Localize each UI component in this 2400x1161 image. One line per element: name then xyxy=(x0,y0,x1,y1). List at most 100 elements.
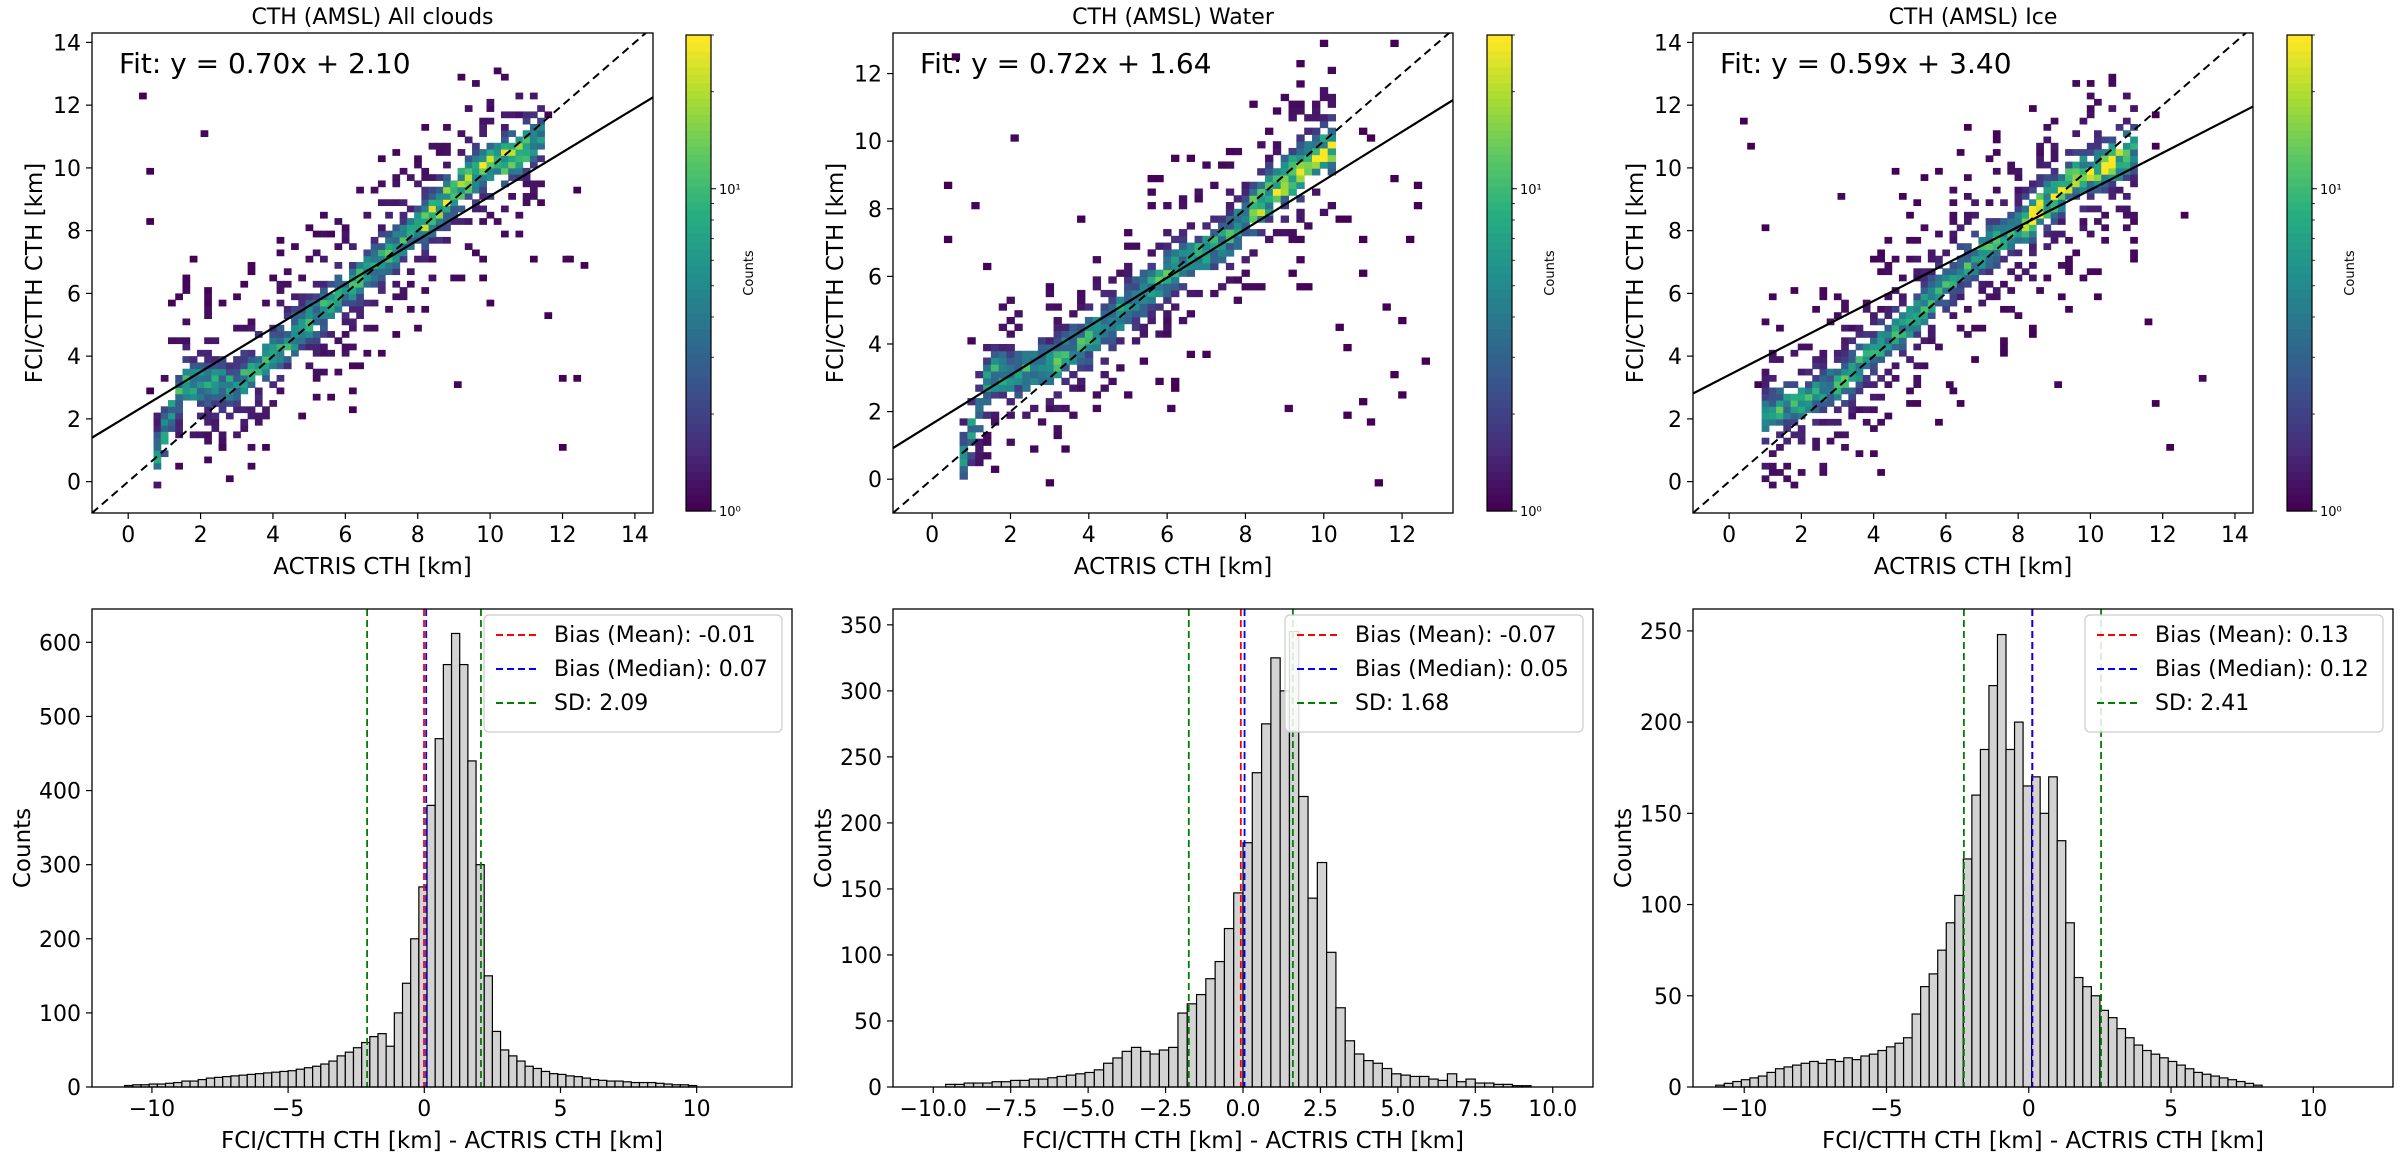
heatmap-cell xyxy=(1022,364,1031,372)
histogram-bar xyxy=(2082,986,2092,1088)
heatmap-cell xyxy=(2079,174,2088,181)
heatmap-cell xyxy=(1022,377,1031,386)
heatmap-cell xyxy=(1870,343,1878,351)
heatmap-cell xyxy=(1312,134,1321,142)
heatmap-cell xyxy=(1327,114,1337,122)
heatmap-cell xyxy=(2036,218,2044,225)
heatmap-cell xyxy=(1935,230,1943,238)
heatmap-cell xyxy=(1272,141,1282,149)
colorbar-segment xyxy=(686,249,711,258)
histogram-bar xyxy=(1381,1067,1393,1088)
heatmap-cell xyxy=(421,174,430,181)
heatmap-cell xyxy=(1805,387,1813,395)
heatmap-cell xyxy=(493,149,502,156)
heatmap-cell xyxy=(1913,381,1922,389)
heatmap-cell xyxy=(204,418,212,426)
heatmap-cell xyxy=(2086,105,2095,112)
heatmap-cell xyxy=(327,305,335,313)
heatmap-cell xyxy=(385,305,393,313)
heatmap-cell xyxy=(1819,393,1828,401)
heatmap-cell xyxy=(464,161,473,169)
heatmap-cell xyxy=(1812,406,1820,414)
histogram-bar xyxy=(246,1073,257,1088)
heatmap-cell xyxy=(1139,276,1149,284)
heatmap-cell xyxy=(975,452,984,460)
heatmap-cell xyxy=(1280,215,1290,223)
heatmap-cell xyxy=(967,438,976,446)
heatmap-cell xyxy=(2130,149,2138,156)
heatmap-cell xyxy=(1171,235,1180,244)
histogram-bar xyxy=(1056,1075,1068,1088)
heatmap-cell xyxy=(500,180,509,188)
heatmap-cell xyxy=(327,299,335,307)
heatmap-cell xyxy=(1862,406,1871,414)
colorbar-tick-label: 10¹ xyxy=(1520,183,1542,198)
heatmap-cell xyxy=(247,324,256,332)
heatmap-cell xyxy=(1257,195,1266,203)
heatmap-cell xyxy=(990,391,1000,399)
heatmap-cell xyxy=(2079,149,2088,156)
heatmap-cell xyxy=(2014,211,2023,219)
heatmap-cell xyxy=(1124,310,1133,318)
colorbar-segment xyxy=(2287,431,2312,441)
heatmap-cell xyxy=(1241,256,1250,264)
histogram-bar xyxy=(499,1049,510,1088)
heatmap-cell xyxy=(1927,280,1936,288)
heatmap-cell xyxy=(406,174,415,181)
histogram-bar xyxy=(434,738,444,1088)
heatmap-cell xyxy=(1124,316,1133,325)
heatmap-cell xyxy=(2050,236,2059,244)
heatmap-cell xyxy=(1920,318,1929,326)
heatmap-cell xyxy=(1884,262,1893,269)
heatmap-cell xyxy=(312,299,321,307)
heatmap-cell xyxy=(1971,262,1979,269)
histogram-bar xyxy=(393,1012,404,1088)
heatmap-cell xyxy=(500,149,509,156)
heatmap-cell xyxy=(1319,141,1329,149)
heatmap-cell xyxy=(204,293,212,301)
heatmap-cell xyxy=(1233,242,1243,250)
heatmap-cell xyxy=(218,431,227,439)
heatmap-cell xyxy=(312,374,321,382)
heatmap-cell xyxy=(305,293,314,301)
heatmap-cell xyxy=(2079,180,2088,188)
heatmap-cell xyxy=(1841,362,1849,370)
heatmap-cell xyxy=(1768,356,1777,363)
heatmap-cell xyxy=(1108,310,1117,318)
heatmap-cell xyxy=(1100,357,1109,365)
heatmap-cell xyxy=(1312,147,1321,156)
heatmap-cell xyxy=(1862,381,1871,389)
colorbar-segment xyxy=(2287,154,2312,163)
heatmap-cell xyxy=(1992,249,2001,257)
colorbar-segment xyxy=(686,439,711,449)
heatmap-cell xyxy=(1178,249,1188,257)
heatmap-cell xyxy=(1155,377,1164,386)
heatmap-cell xyxy=(211,400,220,407)
x-tick-label: 4 xyxy=(1082,523,1096,548)
heatmap-cell xyxy=(1210,249,1219,257)
heatmap-cell xyxy=(967,398,976,406)
heatmap-cell xyxy=(2029,243,2037,250)
heatmap-cell xyxy=(1155,174,1164,183)
heatmap-cell xyxy=(1855,381,1864,389)
fit-line xyxy=(893,99,1453,450)
heatmap-cell xyxy=(291,324,299,332)
heatmap-cell xyxy=(522,111,531,119)
heatmap-cell xyxy=(1862,349,1871,357)
heatmap-cell xyxy=(153,431,162,439)
heatmap-cell xyxy=(1898,331,1907,338)
heatmap-cell xyxy=(377,199,386,207)
y-tick-label: 150 xyxy=(840,878,882,903)
colorbar-segment xyxy=(2287,423,2312,433)
heatmap-cell xyxy=(983,371,992,379)
heatmap-cell xyxy=(1949,211,1958,219)
heatmap-cell xyxy=(1790,287,1799,294)
heatmap-cell xyxy=(443,199,451,207)
colorbar-segment xyxy=(686,352,711,361)
heatmap-cell xyxy=(2072,80,2081,87)
heatmap-cell xyxy=(240,381,249,389)
heatmap-cell xyxy=(2014,230,2023,238)
heatmap-cell xyxy=(1045,364,1055,372)
